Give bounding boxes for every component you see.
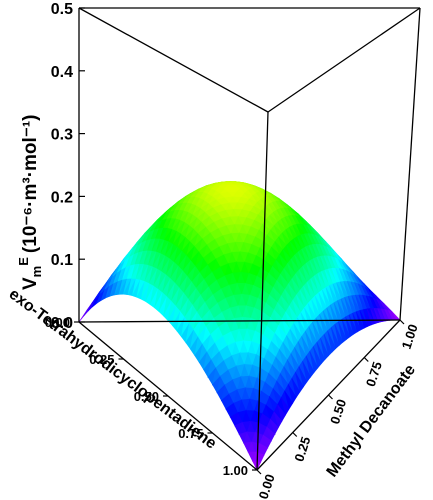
y-tick-mark [256, 469, 262, 475]
z-tick-group: 0.0 0.1 0.2 0.3 0.4 0.5 [51, 1, 85, 332]
x-tick-label: 0.75 [178, 426, 203, 441]
y-tick-mark [292, 432, 298, 437]
y-tick-label: 0.00 [256, 472, 278, 500]
y-tick-mark [363, 357, 369, 362]
surface-facet [305, 355, 315, 378]
z-tick-label: 0.2 [51, 189, 73, 206]
y-tick-label: 0.25 [291, 435, 313, 464]
surface-facet [341, 319, 351, 341]
surface-facet [284, 390, 294, 410]
y-tick-mark [399, 319, 405, 325]
surface-facet [352, 313, 362, 333]
z-tick-label: 0.3 [51, 127, 73, 144]
y-tick-label: 0.50 [327, 397, 349, 426]
surface-facet [266, 426, 276, 442]
surface-mesh [78, 181, 401, 471]
surface-facet [338, 321, 347, 343]
surface-facet [277, 404, 286, 422]
surface-facet [270, 419, 279, 435]
surface-facet [330, 327, 340, 350]
surface-facet [320, 338, 329, 361]
y-tick-label: 1.00 [399, 322, 421, 351]
surface-facet [327, 330, 337, 353]
surface-facet [363, 309, 372, 327]
z-tick-label: 0.5 [51, 1, 73, 18]
x-tick-label: 1.00 [223, 463, 248, 478]
y-tick-label: 0.75 [363, 360, 385, 389]
y-tick-group: 0.00 0.25 0.50 0.75 1.00 [256, 319, 421, 500]
surface-facet [262, 434, 272, 449]
x-tick-label: 0.25 [89, 352, 114, 367]
frame-back-edge [78, 319, 401, 323]
surface-facet [280, 397, 290, 416]
x-tick-label: 0.00 [45, 315, 70, 330]
surface-facet [366, 308, 376, 326]
frame-right-edge [399, 7, 421, 321]
surface-facet [313, 346, 322, 369]
surface-facet [298, 366, 308, 388]
x-tick-group: 0.00 0.25 0.50 0.75 1.00 [45, 315, 257, 478]
z-tick-label: 0.1 [51, 252, 73, 269]
z-tick-label: 0.0 [51, 315, 73, 332]
surface-facet [309, 351, 319, 373]
surface-facet [288, 384, 297, 404]
surface-facet [377, 308, 387, 322]
surface-facet [323, 334, 333, 357]
surface-facet [373, 308, 383, 323]
surface-facet [273, 411, 283, 429]
surface-facet [316, 342, 326, 365]
surface-facet [345, 316, 354, 338]
surface-facet [302, 361, 311, 383]
frame-diagonal-left [78, 7, 269, 113]
z-tick-label: 0.4 [51, 64, 73, 81]
z-axis-label: VmE(10⁻⁶·m³·mol⁻¹) [16, 115, 44, 291]
surface-facet [291, 378, 301, 399]
x-tick-label: 0.50 [134, 389, 159, 404]
frame-diagonal-right [267, 7, 421, 113]
surface-facet [359, 310, 369, 329]
surface-facet [334, 324, 344, 346]
surface-facet [259, 442, 269, 456]
surface-facet [295, 372, 304, 393]
frame-vertical-edge [256, 111, 269, 471]
y-tick-mark [328, 394, 333, 400]
